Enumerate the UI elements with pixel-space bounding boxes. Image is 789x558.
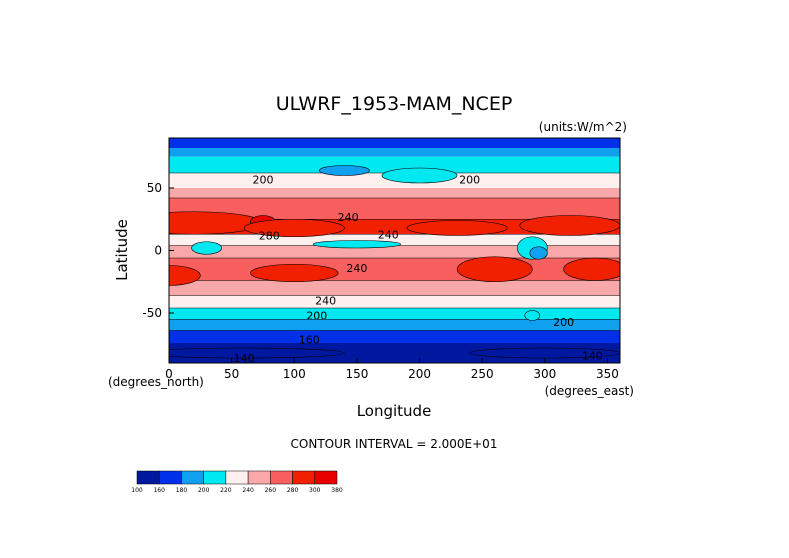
colorbar-label: 100 — [131, 487, 143, 494]
colorbar-label: 160 — [153, 487, 165, 494]
contour-label: 160 — [299, 333, 320, 346]
lat-band — [169, 319, 620, 331]
lat-band — [169, 148, 620, 157]
colorbar-label: 200 — [198, 487, 210, 494]
colorbar-swatch — [247, 470, 271, 485]
x-tick-label: 300 — [533, 367, 556, 381]
colorbar-label: 220 — [220, 487, 232, 494]
lat-band — [169, 308, 620, 320]
lat-band — [169, 258, 620, 281]
contour-region — [250, 263, 339, 283]
lat-band — [169, 330, 620, 343]
y-tick-label: -50 — [142, 306, 162, 320]
contour-label: 200 — [459, 173, 480, 186]
x-tick-label: 200 — [408, 367, 431, 381]
contour-regions — [169, 165, 620, 359]
colorbar-swatch — [225, 470, 249, 485]
contour-label: 240 — [346, 262, 367, 275]
colorbar-label: 380 — [331, 487, 343, 494]
colorbar-swatch — [158, 470, 182, 485]
colorbar: 100 160 180 200 220 240 260 280 300 380 — [131, 470, 343, 494]
contour-region — [563, 257, 620, 281]
contour-label: 280 — [259, 230, 280, 243]
contour-label: 240 — [378, 228, 399, 241]
contour-label: 140 — [234, 352, 255, 365]
x-tick-label: 150 — [345, 367, 368, 381]
contour-field: 200 200 240 280 240 240 240 200 200 160 140 140 — [169, 138, 620, 365]
x-tick-label: 0 — [165, 367, 173, 381]
lat-band — [169, 343, 620, 363]
colorbar-label: 180 — [176, 487, 188, 494]
colorbar-swatch — [270, 470, 293, 485]
contour-label: 200 — [306, 310, 327, 323]
contour-label: 240 — [338, 211, 359, 224]
y-axis-ticks: -50 0 50 — [142, 181, 174, 320]
x-tick-label: 350 — [596, 367, 619, 381]
chart-title: ULWRF_1953-MAM_NCEP — [276, 93, 513, 115]
lat-band — [169, 280, 620, 296]
lat-band — [169, 198, 620, 220]
contour-region — [169, 347, 345, 359]
lat-band — [169, 188, 620, 198]
contour-region — [191, 241, 222, 255]
lat-band — [169, 234, 620, 246]
contour-region — [519, 215, 620, 236]
x-tick-label: 250 — [471, 367, 494, 381]
contour-region — [524, 310, 541, 321]
y-unit-note: (degrees_north) — [108, 375, 204, 389]
x-tick-label: 100 — [283, 367, 306, 381]
contour-interval-label: CONTOUR INTERVAL = 2.000E+01 — [291, 437, 498, 451]
contour-label: 140 — [582, 350, 603, 363]
colorbar-label: 260 — [265, 487, 277, 494]
x-unit-note: (degrees_east) — [545, 384, 634, 398]
colorbar-label: 240 — [242, 487, 254, 494]
colorbar-label: 280 — [287, 487, 299, 494]
lat-band — [169, 245, 620, 258]
contour-region — [169, 211, 264, 235]
colorbar-swatch — [314, 470, 338, 485]
contour-region — [243, 218, 345, 238]
contour-region — [529, 246, 548, 260]
colorbar-label: 300 — [309, 487, 321, 494]
contour-region — [406, 220, 508, 236]
contour-label: 200 — [553, 316, 574, 329]
y-tick-label: 50 — [147, 181, 162, 195]
lat-band — [169, 138, 620, 148]
contour-label: 200 — [252, 173, 273, 186]
contour-labels: 200 200 240 280 240 240 240 200 200 160 140 140 — [234, 173, 603, 365]
y-tick-label: 0 — [154, 244, 162, 258]
units-label: (units:W/m^2) — [539, 120, 627, 134]
lat-band — [169, 295, 620, 308]
x-axis-ticks: 0 50 100 150 200 250 300 350 — [165, 358, 619, 381]
contour-region — [319, 165, 370, 176]
y-axis-label: Latitude — [113, 219, 131, 281]
contour-label: 240 — [315, 295, 336, 308]
contour-region — [312, 240, 402, 249]
contour-region — [456, 256, 533, 283]
x-axis-label: Longitude — [357, 402, 432, 420]
colorbar-swatch — [136, 470, 160, 485]
lat-band — [169, 156, 620, 173]
x-tick-label: 50 — [224, 367, 239, 381]
colorbar-swatch — [203, 470, 227, 485]
colorbar-swatch — [292, 470, 316, 485]
colorbar-swatch — [181, 470, 204, 485]
contour-region — [381, 167, 458, 184]
